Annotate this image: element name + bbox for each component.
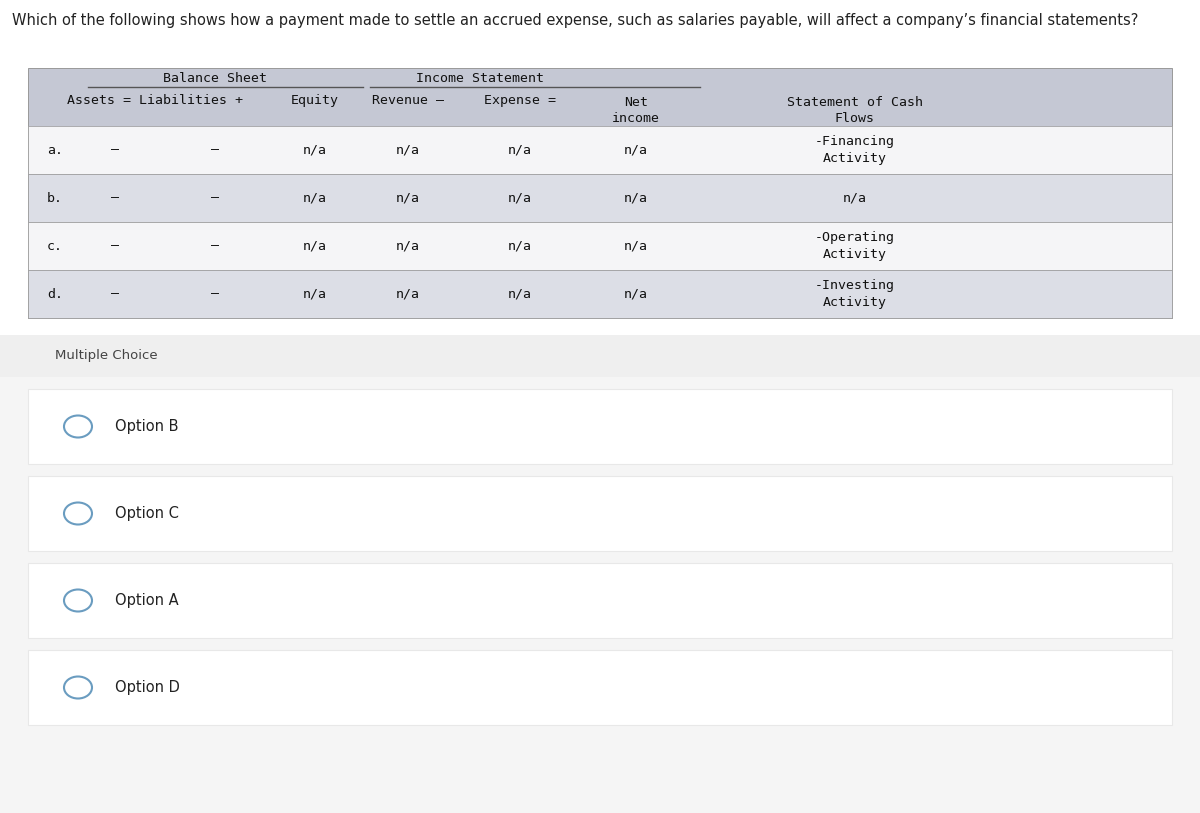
- Text: Revenue –: Revenue –: [372, 94, 444, 107]
- Text: –: –: [112, 288, 119, 301]
- Text: n/a: n/a: [508, 192, 532, 205]
- FancyBboxPatch shape: [28, 68, 1172, 318]
- FancyBboxPatch shape: [28, 476, 1172, 551]
- FancyBboxPatch shape: [28, 174, 1172, 222]
- Text: n/a: n/a: [624, 192, 648, 205]
- Text: -Financing
Activity: -Financing Activity: [815, 135, 895, 165]
- Text: Option C: Option C: [115, 506, 179, 521]
- Text: n/a: n/a: [508, 240, 532, 253]
- Text: n/a: n/a: [842, 192, 866, 205]
- Text: –: –: [112, 192, 119, 205]
- Text: Expense =: Expense =: [484, 94, 556, 107]
- Text: -Operating
Activity: -Operating Activity: [815, 231, 895, 261]
- Text: Income Statement: Income Statement: [416, 72, 544, 85]
- FancyBboxPatch shape: [28, 270, 1172, 318]
- Text: Which of the following shows how a payment made to settle an accrued expense, su: Which of the following shows how a payme…: [12, 13, 1139, 28]
- Ellipse shape: [64, 676, 92, 698]
- Text: n/a: n/a: [302, 240, 326, 253]
- Text: Option A: Option A: [115, 593, 179, 608]
- Text: –: –: [211, 240, 220, 253]
- Text: Option B: Option B: [115, 419, 179, 434]
- Text: n/a: n/a: [302, 144, 326, 156]
- Text: d.: d.: [47, 288, 64, 301]
- Text: –: –: [211, 288, 220, 301]
- Text: n/a: n/a: [396, 240, 420, 253]
- Text: -Investing
Activity: -Investing Activity: [815, 279, 895, 309]
- FancyBboxPatch shape: [0, 335, 1200, 813]
- Text: Multiple Choice: Multiple Choice: [55, 350, 157, 363]
- Text: –: –: [211, 144, 220, 156]
- Text: c.: c.: [47, 240, 64, 253]
- Text: n/a: n/a: [624, 288, 648, 301]
- Text: Assets = Liabilities +: Assets = Liabilities +: [67, 94, 242, 107]
- Text: n/a: n/a: [302, 192, 326, 205]
- Text: n/a: n/a: [396, 288, 420, 301]
- Text: n/a: n/a: [508, 288, 532, 301]
- Text: –: –: [112, 144, 119, 156]
- Text: Option D: Option D: [115, 680, 180, 695]
- Text: n/a: n/a: [624, 144, 648, 156]
- Text: n/a: n/a: [508, 144, 532, 156]
- FancyBboxPatch shape: [28, 563, 1172, 638]
- FancyBboxPatch shape: [28, 222, 1172, 270]
- FancyBboxPatch shape: [0, 335, 1200, 377]
- Text: n/a: n/a: [396, 144, 420, 156]
- Text: Net
income: Net income: [612, 96, 660, 125]
- Text: n/a: n/a: [396, 192, 420, 205]
- Ellipse shape: [64, 589, 92, 611]
- FancyBboxPatch shape: [28, 126, 1172, 174]
- Text: n/a: n/a: [624, 240, 648, 253]
- Text: Balance Sheet: Balance Sheet: [163, 72, 266, 85]
- Text: n/a: n/a: [302, 288, 326, 301]
- Text: –: –: [112, 240, 119, 253]
- FancyBboxPatch shape: [28, 389, 1172, 464]
- Text: b.: b.: [47, 192, 64, 205]
- Ellipse shape: [64, 415, 92, 437]
- Text: Equity: Equity: [292, 94, 340, 107]
- Text: a.: a.: [47, 144, 64, 156]
- FancyBboxPatch shape: [28, 650, 1172, 725]
- Ellipse shape: [64, 502, 92, 524]
- Text: –: –: [211, 192, 220, 205]
- Text: Statement of Cash
Flows: Statement of Cash Flows: [787, 96, 923, 125]
